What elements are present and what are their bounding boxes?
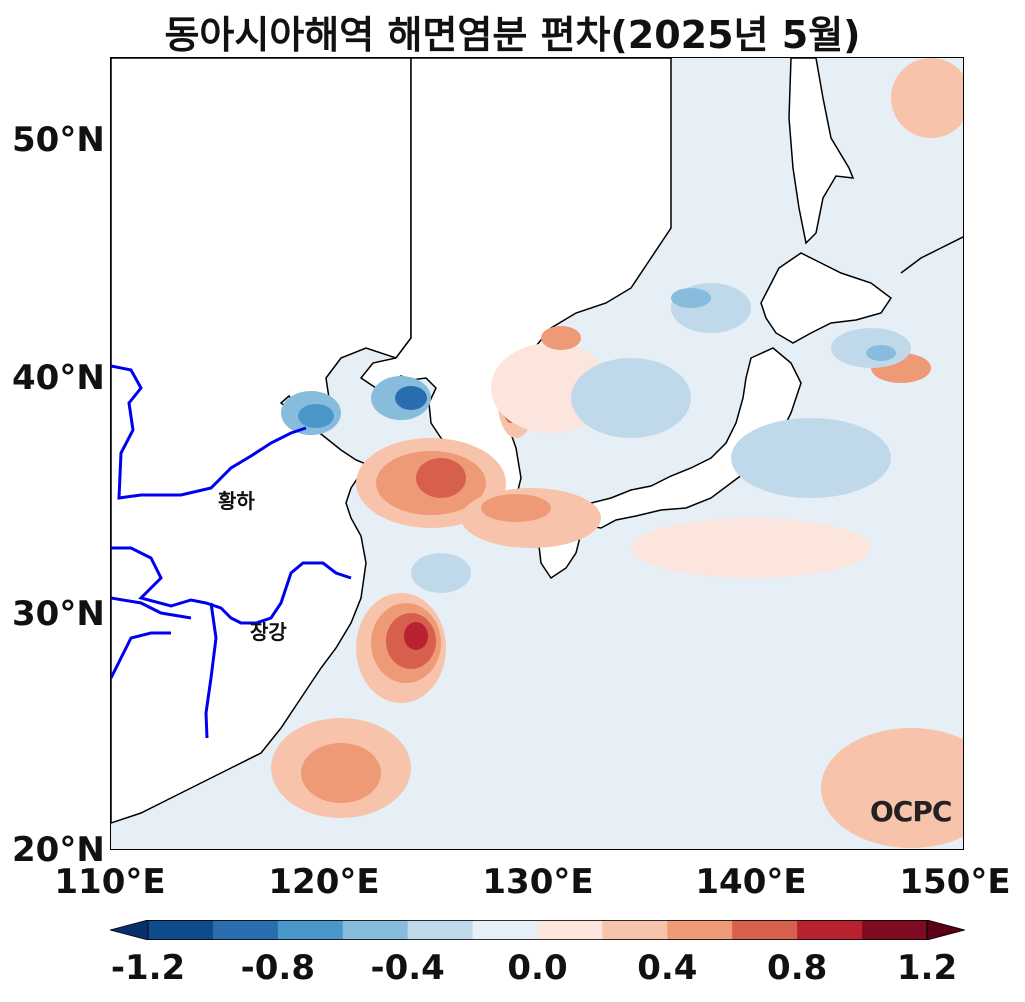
colorbar-segment: [537, 920, 603, 940]
colorbar-tick-label: 0.0: [507, 948, 568, 988]
river-label-yangtze: 장강: [250, 620, 287, 644]
river-label-yellow: 황하: [218, 489, 255, 513]
colorbar-extend-min: [110, 920, 149, 940]
colorbar-segment: [148, 920, 214, 940]
lon-label-130: 130°E: [482, 862, 594, 902]
positive-anomalies: [271, 58, 963, 848]
lat-label-20: 20°N: [12, 830, 105, 870]
colorbar-tick-label: 0.8: [767, 948, 828, 988]
ocpc-logo: OCPC: [870, 795, 952, 828]
colorbar-extend-max: [926, 920, 965, 940]
colorbar-tick-label: -1.2: [110, 948, 186, 988]
colorbar-segment: [277, 920, 344, 940]
land-kuril-coast: [900, 236, 963, 274]
river-yangtze: [111, 546, 352, 739]
colorbar-tick-label: 0.4: [637, 948, 698, 988]
colorbar-segment: [602, 920, 668, 940]
river-yellow-river: [111, 364, 307, 500]
colorbar-segment: [212, 920, 279, 940]
colorbar-segment: [342, 920, 409, 940]
colorbar-segment: [732, 920, 798, 940]
map-plot-area: [110, 57, 964, 850]
colorbar: [110, 920, 965, 940]
colorbar-tick-label: -0.4: [370, 948, 445, 988]
lon-label-150: 150°E: [899, 862, 1011, 902]
colorbar-segment: [667, 920, 733, 940]
colorbar-segment: [797, 920, 863, 940]
salinity-anomaly-map: [111, 58, 963, 849]
land-japan-hokkaido: [760, 252, 893, 344]
lon-label-110: 110°E: [54, 862, 166, 902]
colorbar-border: [147, 920, 928, 940]
colorbar-tick-label: -0.8: [240, 948, 315, 988]
lat-label-30: 30°N: [12, 594, 105, 634]
land-sakhalin: [788, 58, 855, 245]
colorbar-segment: [407, 920, 474, 940]
lon-label-140: 140°E: [695, 862, 807, 902]
lon-label-120: 120°E: [268, 862, 380, 902]
colorbar-segment: [862, 920, 928, 940]
lat-label-40: 40°N: [12, 358, 105, 398]
colorbar-tick-label: 1.2: [896, 948, 958, 988]
colorbar-segment: [472, 920, 538, 940]
chart-title: 동아시아해역 해면염분 편차(2025년 5월): [164, 13, 861, 57]
lat-label-50: 50°N: [12, 120, 105, 160]
negative-anomalies: [281, 283, 911, 593]
